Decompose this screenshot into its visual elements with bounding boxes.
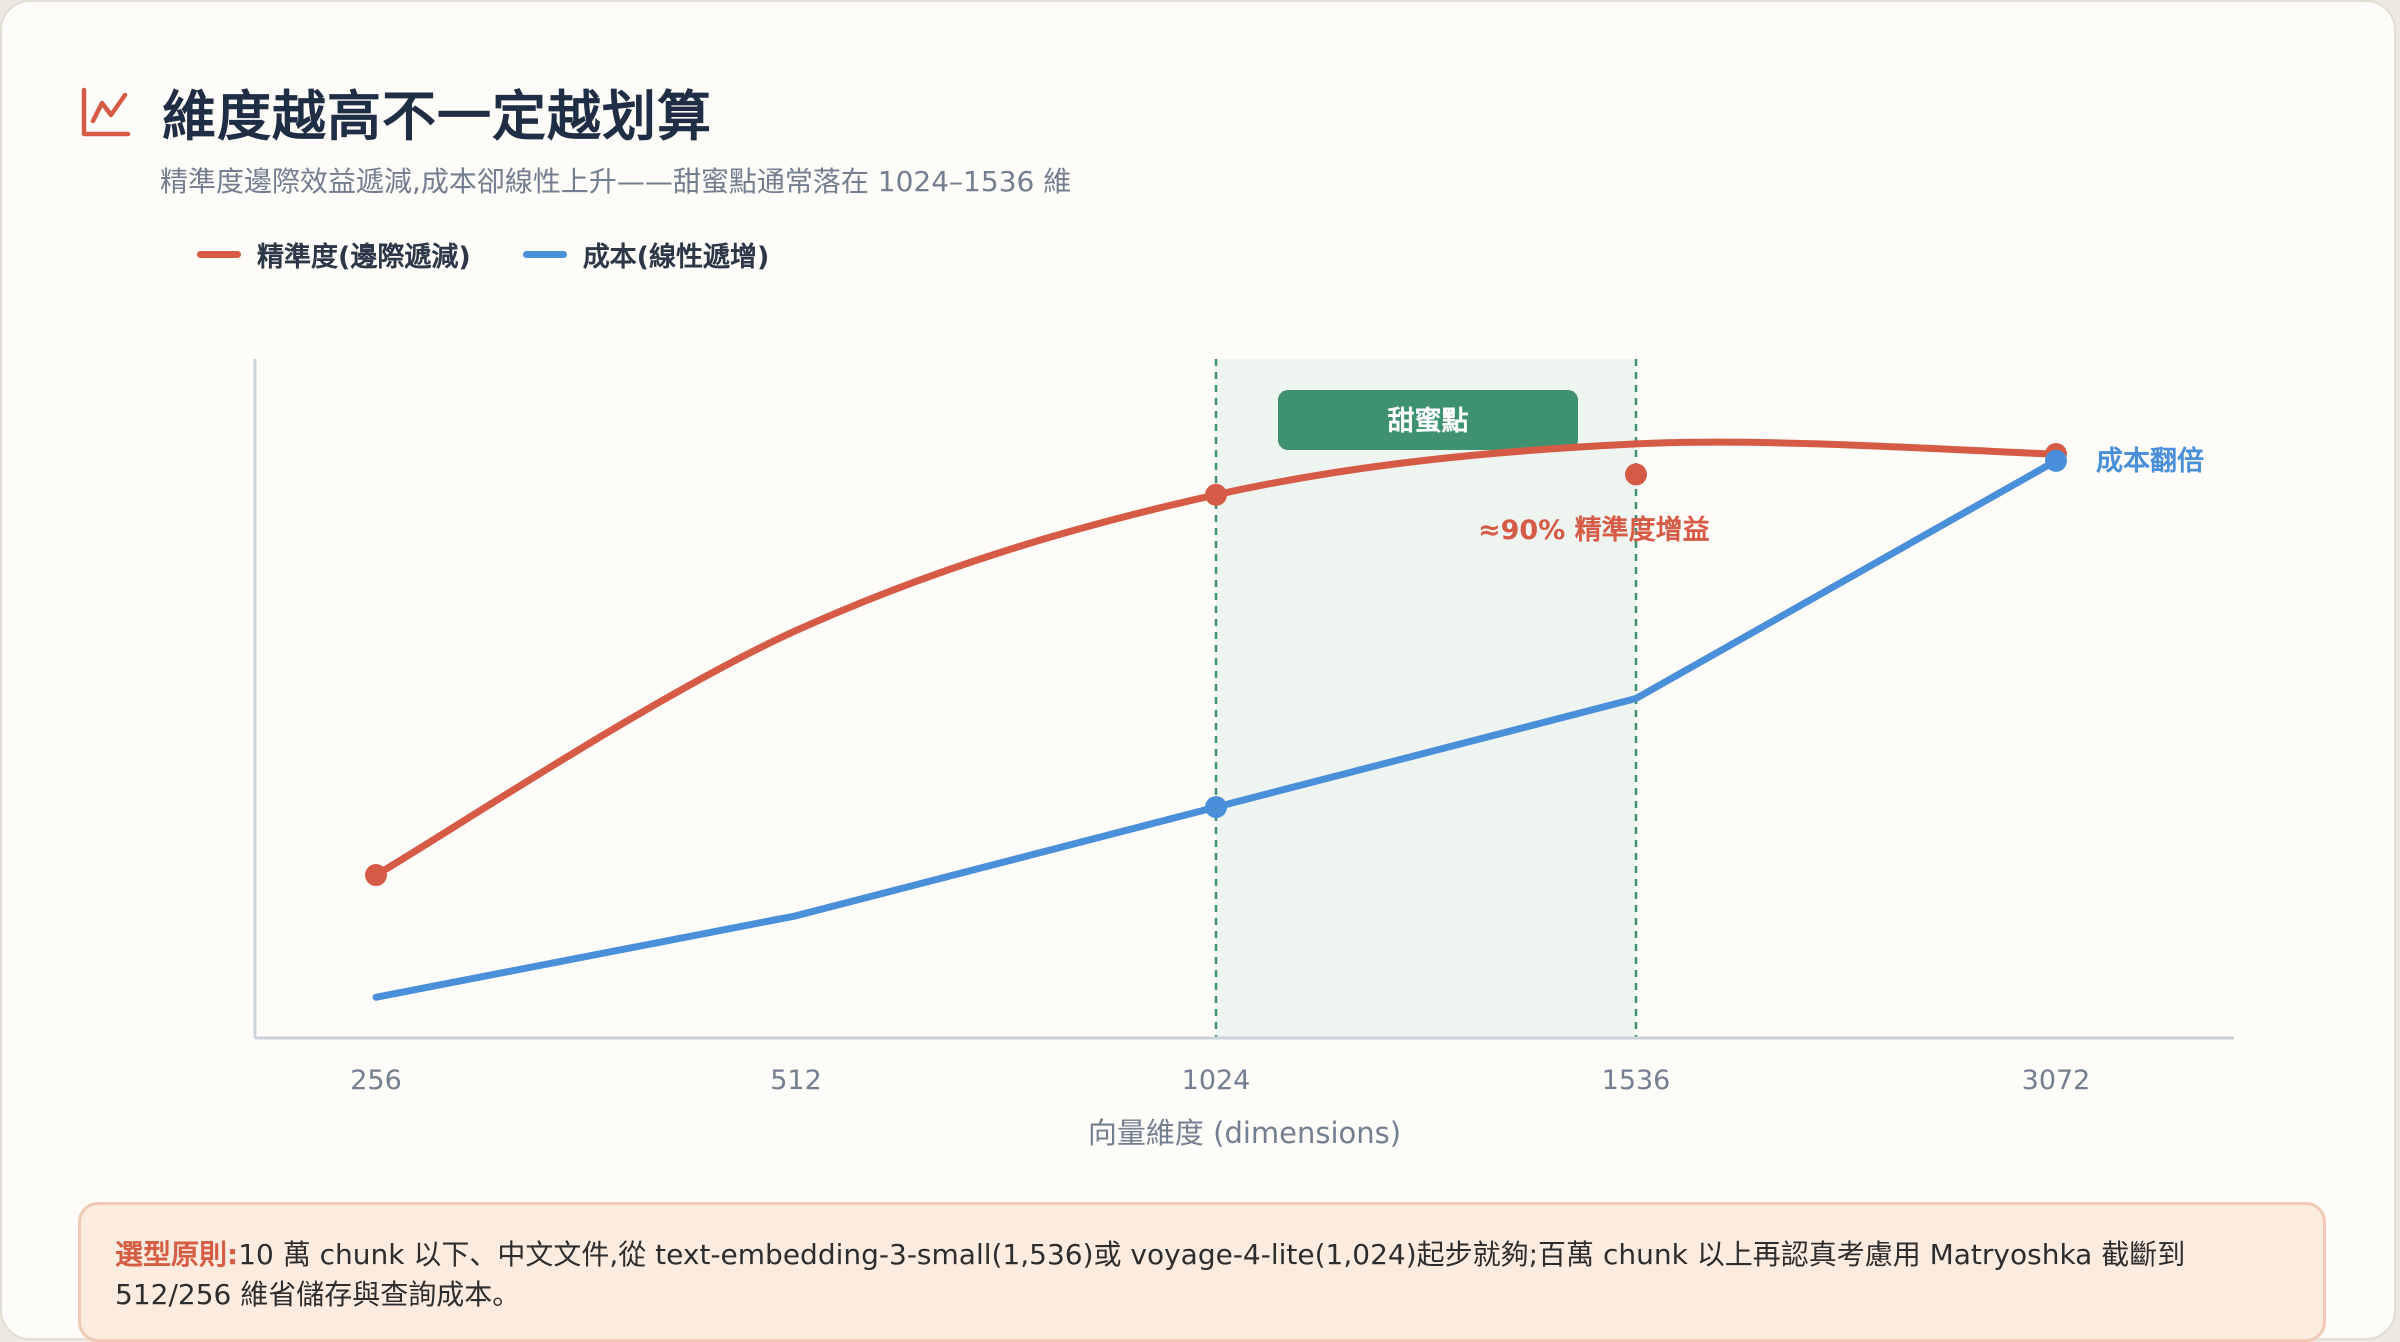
note-text: 10 萬 chunk 以下、中文文件,從 text-embedding-3-sm… — [115, 1238, 2186, 1311]
data-point-accuracy-1536 — [1625, 463, 1647, 486]
legend-swatch-accuracy — [197, 251, 241, 258]
data-point-accuracy-256 — [365, 864, 387, 887]
annotation-cost-double: 成本翻倍 — [2096, 445, 2204, 477]
data-point-cost-1024 — [1205, 796, 1227, 819]
legend-item-accuracy: 精準度(邊際遞減) — [197, 235, 471, 274]
x-tick-label-1024: 1024 — [1182, 1065, 1251, 1096]
line-chart: 甜蜜點 256 512 1024 1536 3072 向量維度 (dimensions) ≈9… — [253, 359, 2234, 1150]
chart-legend: 精準度(邊際遞減) 成本(線性遞增) — [197, 235, 821, 274]
legend-swatch-cost — [522, 251, 567, 258]
x-tick-label-1536: 1536 — [1602, 1065, 1671, 1096]
sweet-spot-band — [1216, 359, 1636, 1038]
page-title: 維度越高不一定越划算 — [162, 85, 712, 148]
page-subtitle: 精準度邊際效益遞減,成本卻線性上升——甜蜜點通常落在 1024–1536 維 — [160, 165, 1072, 198]
data-point-accuracy-1024 — [1205, 483, 1227, 506]
line-chart-icon — [81, 87, 131, 136]
selection-principle-note: 選型原則:10 萬 chunk 以下、中文文件,從 text-embedding… — [78, 1202, 2326, 1342]
annotation-accuracy-gain: ≈90% 精準度增益 — [1478, 514, 1710, 546]
legend-label-accuracy: 精準度(邊際遞減) — [257, 242, 471, 273]
legend-label-cost: 成本(線性遞增) — [582, 242, 770, 273]
data-point-cost-3072 — [2045, 449, 2067, 472]
x-tick-label-3072: 3072 — [2022, 1065, 2091, 1096]
x-tick-label-512: 512 — [770, 1065, 822, 1096]
sweet-spot-badge — [1278, 390, 1578, 450]
sweet-spot-label: 甜蜜點 — [1388, 406, 1469, 437]
title-row: 維度越高不一定越划算 — [80, 72, 712, 151]
x-tick-label-256: 256 — [350, 1065, 402, 1096]
legend-item-cost: 成本(線性遞增) — [522, 235, 770, 274]
x-axis-label: 向量維度 (dimensions) — [1088, 1116, 1401, 1150]
note-label: 選型原則: — [115, 1238, 239, 1271]
